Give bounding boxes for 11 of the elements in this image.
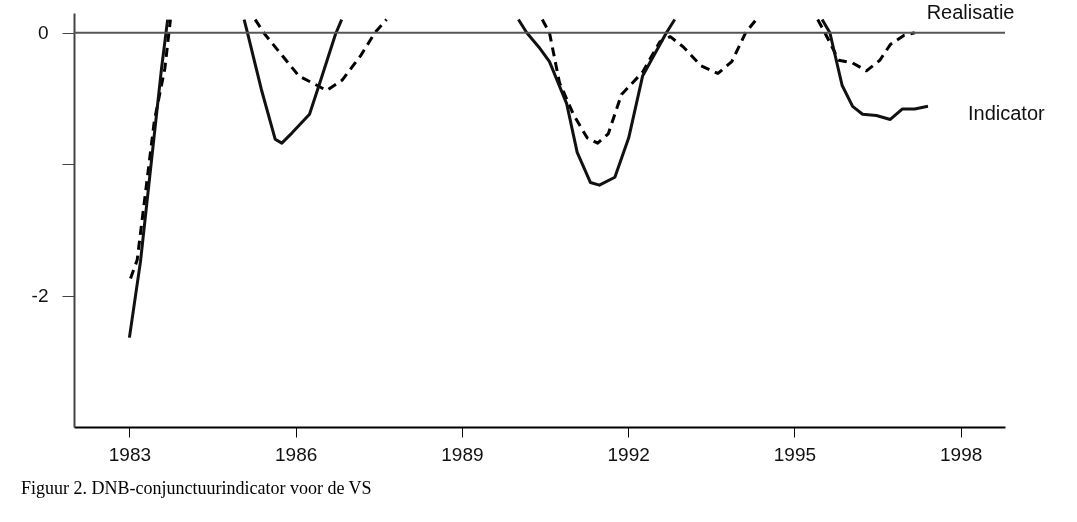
x-tick-label: 1992 (607, 443, 650, 465)
y-tick-label: -2 (31, 285, 49, 307)
y-tick-label: 0 (37, 22, 49, 44)
x-tick-label: 1989 (441, 443, 484, 465)
text: Indicator (967, 102, 1046, 125)
text: Figuur 2. DNB-conjunctuurindicator voor de VS (21, 478, 372, 499)
x-tick-label: 1986 (275, 443, 318, 465)
x-tick-label: 1983 (108, 443, 152, 465)
x-tick-label: 1995 (773, 443, 817, 465)
x-tick-label: 1998 (940, 443, 983, 465)
series-label: Realisatie (926, 0, 1015, 23)
